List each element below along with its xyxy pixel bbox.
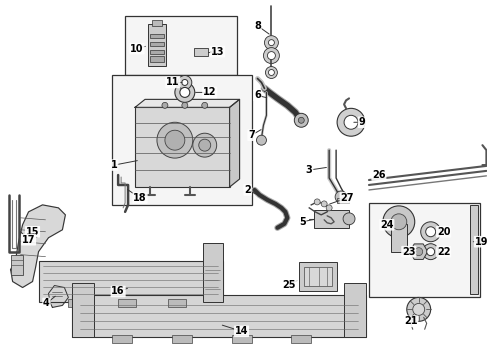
- Text: 3: 3: [305, 165, 312, 175]
- Text: 27: 27: [340, 193, 353, 203]
- Circle shape: [267, 51, 275, 59]
- Text: 24: 24: [379, 220, 393, 230]
- Circle shape: [382, 206, 414, 238]
- Bar: [172, 335, 191, 343]
- Polygon shape: [11, 205, 65, 288]
- Circle shape: [343, 213, 354, 225]
- Text: 5: 5: [298, 217, 305, 227]
- Circle shape: [264, 36, 278, 50]
- Text: 18: 18: [133, 193, 146, 203]
- Text: 23: 23: [401, 247, 415, 257]
- Bar: [150, 55, 163, 62]
- Circle shape: [182, 80, 187, 85]
- Circle shape: [321, 201, 326, 207]
- Circle shape: [336, 108, 364, 136]
- Circle shape: [422, 244, 438, 260]
- Bar: [125, 16, 236, 76]
- Circle shape: [298, 117, 304, 123]
- Bar: [314, 210, 348, 228]
- Bar: [344, 283, 365, 337]
- Bar: [11, 255, 22, 275]
- Text: 26: 26: [371, 170, 385, 180]
- Circle shape: [412, 303, 424, 315]
- Polygon shape: [135, 99, 239, 107]
- Bar: [469, 205, 477, 294]
- Text: 4: 4: [43, 298, 50, 309]
- Circle shape: [268, 69, 274, 76]
- Circle shape: [334, 191, 346, 203]
- Text: 16: 16: [111, 287, 124, 297]
- Circle shape: [425, 227, 435, 237]
- Text: 11: 11: [166, 77, 179, 87]
- Bar: [112, 335, 132, 343]
- Bar: [150, 42, 163, 46]
- Circle shape: [406, 297, 430, 321]
- Bar: [203, 243, 222, 302]
- Bar: [68, 300, 86, 307]
- Bar: [39, 261, 222, 302]
- Bar: [150, 34, 163, 38]
- Text: 20: 20: [436, 227, 449, 237]
- Circle shape: [178, 76, 191, 89]
- Circle shape: [198, 139, 210, 151]
- Circle shape: [164, 130, 184, 150]
- Circle shape: [180, 87, 189, 98]
- Bar: [304, 267, 331, 287]
- Text: 14: 14: [234, 326, 248, 336]
- Circle shape: [256, 135, 266, 145]
- Text: 25: 25: [282, 279, 295, 289]
- Bar: [231, 335, 251, 343]
- Text: 7: 7: [247, 130, 254, 140]
- Circle shape: [325, 205, 331, 211]
- Circle shape: [192, 133, 216, 157]
- Text: 6: 6: [254, 90, 260, 100]
- Polygon shape: [229, 99, 239, 187]
- Circle shape: [202, 102, 207, 108]
- Bar: [167, 300, 185, 307]
- Bar: [112, 76, 251, 205]
- Text: 15: 15: [26, 227, 39, 237]
- Text: 22: 22: [436, 247, 449, 257]
- Circle shape: [268, 40, 274, 46]
- Bar: [118, 300, 136, 307]
- Text: 12: 12: [203, 87, 216, 98]
- Circle shape: [175, 82, 194, 102]
- Text: 17: 17: [22, 235, 35, 245]
- Text: 13: 13: [210, 46, 224, 57]
- Circle shape: [314, 199, 320, 205]
- Bar: [193, 48, 207, 55]
- Bar: [291, 335, 310, 343]
- Circle shape: [414, 248, 422, 256]
- Circle shape: [344, 115, 357, 129]
- Bar: [368, 203, 479, 297]
- Bar: [336, 198, 348, 203]
- Bar: [148, 24, 165, 66]
- Bar: [152, 20, 162, 26]
- Polygon shape: [48, 285, 68, 307]
- Bar: [150, 50, 163, 54]
- Circle shape: [157, 122, 192, 158]
- Text: 9: 9: [358, 117, 365, 127]
- Bar: [390, 224, 406, 252]
- Circle shape: [162, 102, 167, 108]
- Bar: [72, 296, 365, 337]
- Circle shape: [420, 222, 440, 242]
- Text: 8: 8: [254, 21, 261, 31]
- Text: 1: 1: [111, 160, 117, 170]
- Circle shape: [265, 67, 277, 78]
- Circle shape: [390, 214, 406, 230]
- Circle shape: [294, 113, 307, 127]
- Circle shape: [426, 248, 434, 256]
- Bar: [72, 283, 94, 337]
- Circle shape: [263, 48, 279, 64]
- Circle shape: [182, 102, 187, 108]
- Text: 10: 10: [130, 44, 143, 54]
- Bar: [299, 262, 336, 292]
- Text: 21: 21: [403, 316, 417, 326]
- Bar: [135, 107, 229, 187]
- Text: 2: 2: [244, 185, 250, 195]
- Text: 19: 19: [474, 237, 487, 247]
